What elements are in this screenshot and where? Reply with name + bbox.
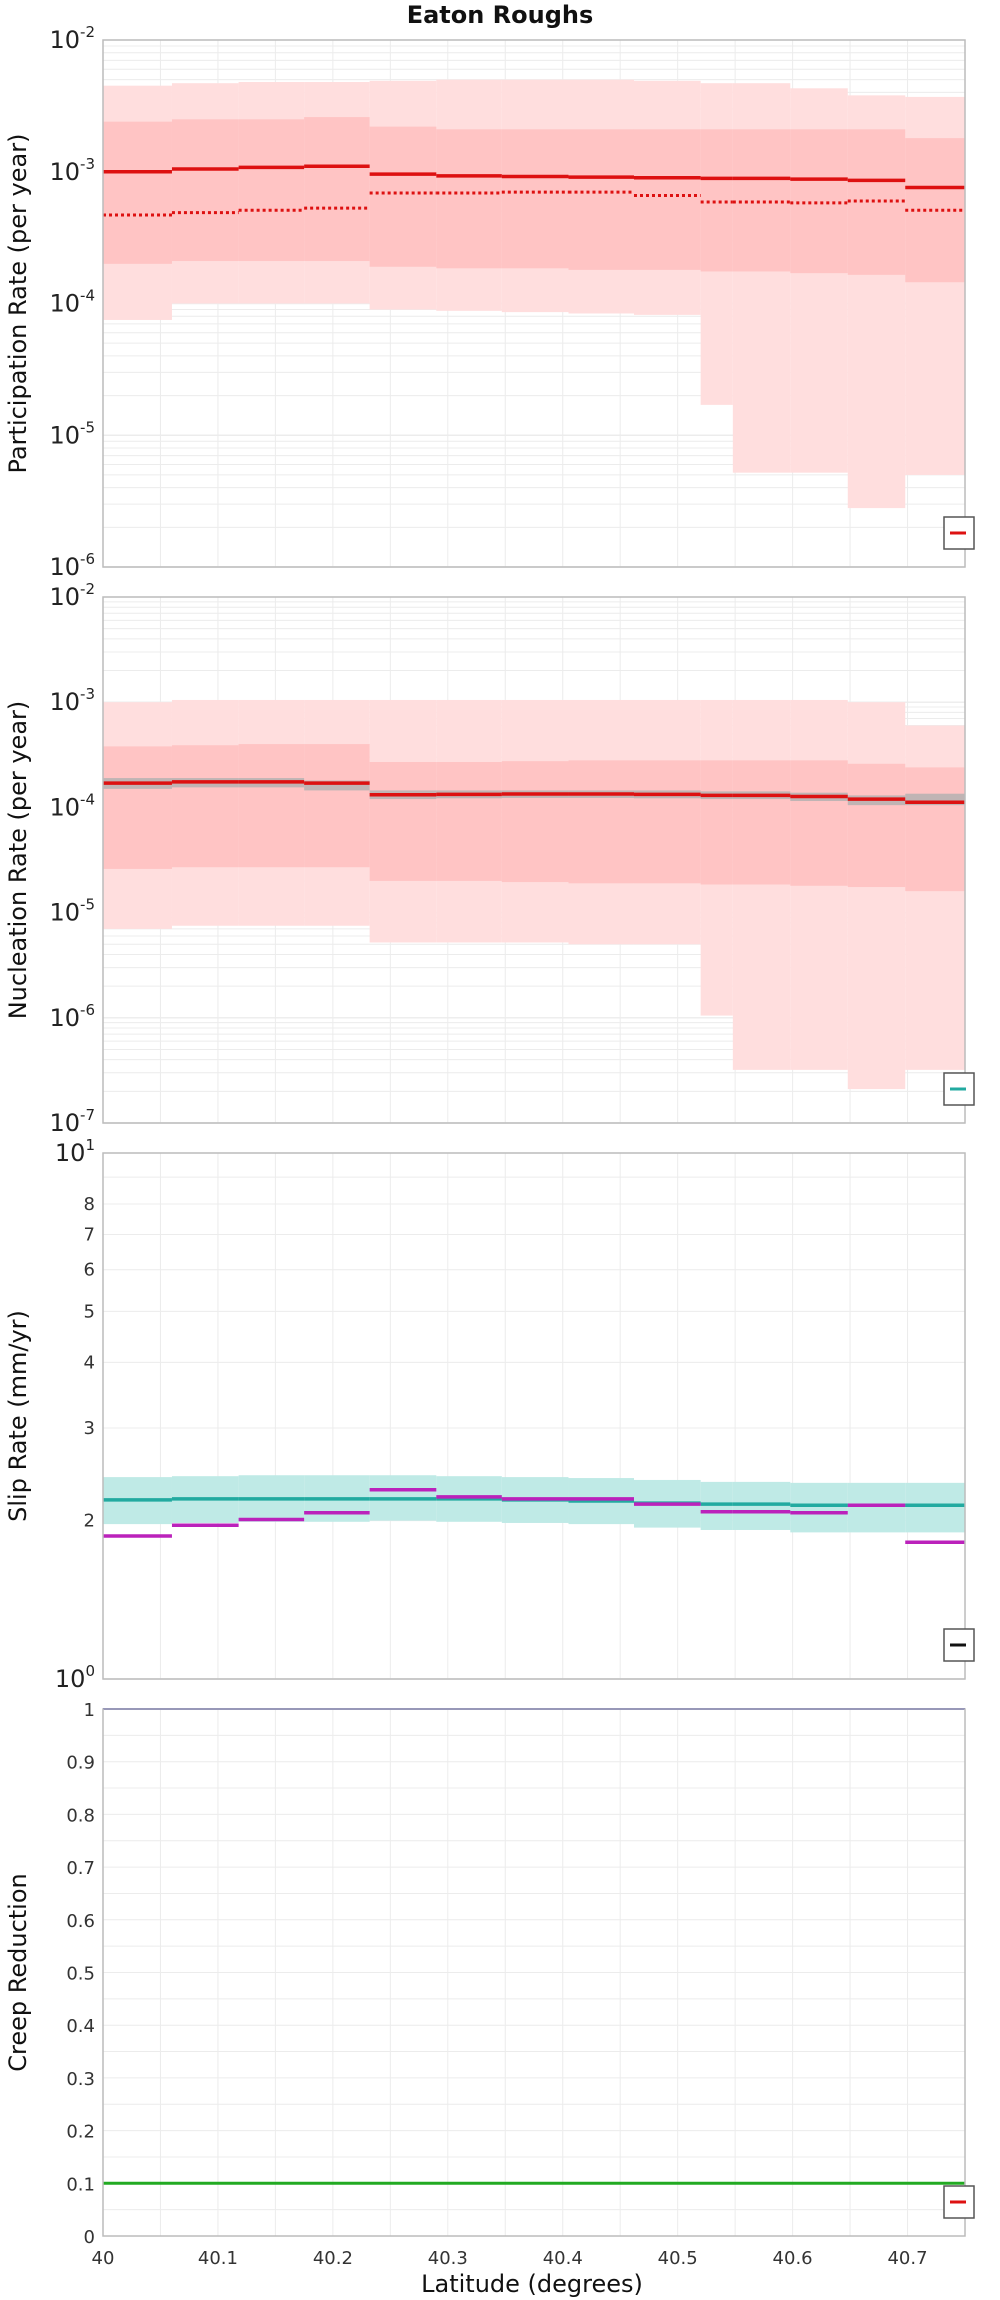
y-axis-label: Creep Reduction — [4, 1873, 32, 2071]
y-tick-label: 10-5 — [49, 896, 95, 927]
band-2-bin — [171, 119, 239, 262]
y-tick-label: 101 — [55, 1136, 95, 1167]
y-tick-label: 10-7 — [49, 1106, 95, 1137]
band-1-bin — [847, 1482, 906, 1533]
y-tick-label: 3 — [84, 1418, 95, 1439]
plot-frame — [102, 596, 966, 1124]
band-2-bin — [633, 129, 701, 270]
y-tick-label: 0.1 — [66, 2174, 95, 2195]
panel-2: 10-7 10-6 10-5 10-4 10-3 10-2 Nucleation Rate … — [4, 580, 975, 1137]
band-2-bin — [436, 129, 502, 269]
band-1-bin — [732, 1481, 791, 1530]
y-tick-label: 10-2 — [49, 23, 95, 54]
band-2-bin — [103, 121, 172, 264]
band-2-bin — [103, 746, 172, 869]
y-axis-label: Nucleation Rate (per year) — [4, 701, 32, 1020]
panel-3: 100 101 2 3 4 5 6 7 8 Slip Rate (mm/yr) — [4, 1136, 975, 1693]
panels: 10-6 10-5 10-4 10-3 10-2 Participation Rate (… — [4, 23, 975, 2269]
plot-frame — [102, 1152, 966, 1680]
band-3-bin — [304, 780, 370, 791]
band-2-bin — [369, 126, 437, 267]
y-tick-label: 10-4 — [49, 790, 95, 821]
y-tick-label: 2 — [84, 1511, 95, 1532]
band-1-bin — [700, 1481, 733, 1530]
y-tick-label: 0.4 — [66, 2016, 95, 2037]
y-tick-label: 10-3 — [49, 155, 95, 186]
x-tick-label: 40.6 — [773, 2248, 813, 2269]
band-3-bin — [905, 793, 965, 806]
y-tick-label: 10-4 — [49, 287, 95, 318]
x-tick-label: 40.1 — [198, 2248, 238, 2269]
band-2-bin — [304, 744, 370, 868]
x-tick-label: 40.3 — [428, 2248, 468, 2269]
band-1-bin — [732, 699, 791, 1070]
x-tick-label: 40.4 — [543, 2248, 583, 2269]
band-2-bin — [568, 129, 634, 270]
band-2-bin — [238, 119, 305, 262]
band-2-bin — [171, 745, 239, 868]
y-tick-label: 1 — [84, 1700, 95, 1721]
plot-frame — [102, 39, 966, 568]
y-tick-label: 10-6 — [49, 1001, 95, 1032]
y-tick-label: 10-6 — [49, 550, 95, 581]
band-2-bin — [568, 760, 634, 884]
panel-1: 10-6 10-5 10-4 10-3 10-2 Participation Rate (… — [4, 23, 975, 581]
y-tick-label: 10-3 — [49, 685, 95, 716]
x-tick-label: 40 — [92, 2248, 115, 2269]
x-axis-label: Latitude (degrees) — [421, 2270, 643, 2298]
band-2-bin — [847, 763, 906, 888]
y-tick-label: 0.8 — [66, 1805, 95, 1826]
band-2-bin — [847, 129, 906, 275]
y-axis-label: Slip Rate (mm/yr) — [4, 1310, 32, 1522]
y-tick-label: 10-2 — [49, 580, 95, 611]
band-2-bin — [501, 129, 569, 269]
y-tick-label: 0.9 — [66, 1753, 95, 1774]
x-tick-label: 40.7 — [887, 2248, 927, 2269]
y-tick-label: 4 — [84, 1352, 95, 1373]
band-2-bin — [700, 129, 733, 272]
band-2-bin — [790, 129, 848, 274]
x-tick-label: 40.5 — [658, 2248, 698, 2269]
band-2-bin — [501, 761, 569, 883]
y-tick-label: 10-5 — [49, 418, 95, 449]
band-2-bin — [238, 744, 305, 868]
y-tick-label: 0.7 — [66, 1858, 95, 1879]
y-tick-label: 8 — [84, 1194, 95, 1215]
x-tick-label: 40.2 — [313, 2248, 353, 2269]
band-2-bin — [732, 129, 791, 272]
chart-title: Eaton Roughs — [407, 1, 594, 29]
band-2-bin — [633, 760, 701, 884]
y-tick-label: 6 — [84, 1260, 95, 1281]
band-2-bin — [790, 760, 848, 886]
y-tick-label: 7 — [84, 1224, 95, 1245]
band-2-bin — [700, 760, 733, 885]
y-tick-label: 100 — [55, 1662, 95, 1693]
y-tick-label: 0.6 — [66, 1911, 95, 1932]
y-tick-label: 0.2 — [66, 2122, 95, 2143]
band-2-bin — [732, 760, 791, 885]
y-axis-label: Participation Rate (per year) — [4, 134, 32, 474]
band-2-bin — [905, 767, 965, 892]
y-tick-label: 0.3 — [66, 2069, 95, 2090]
plot-frame — [102, 1708, 966, 2237]
band-2-bin — [304, 117, 370, 262]
y-tick-label: 0 — [84, 2227, 95, 2248]
panel-4: 0 0.1 0.2 0.3 0.4 0.5 0.6 0.7 0.8 0.9 1 40 40.1 40.2 4… — [4, 1700, 975, 2269]
band-1-bin — [790, 1482, 848, 1533]
band-1-bin — [847, 702, 906, 1090]
band-2-bin — [369, 762, 437, 881]
band-2-bin — [436, 762, 502, 881]
y-tick-label: 0.5 — [66, 1964, 95, 1985]
band-1-bin — [905, 1482, 965, 1533]
y-tick-label: 5 — [84, 1301, 95, 1322]
